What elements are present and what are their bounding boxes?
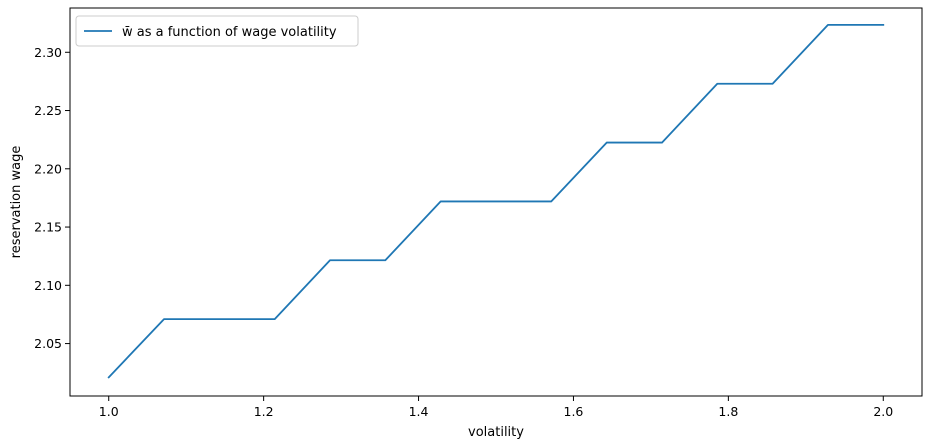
x-tick-label: 1.4	[409, 404, 429, 419]
x-tick-label: 1.2	[254, 404, 274, 419]
x-tick-label: 1.6	[564, 404, 584, 419]
legend-frame	[75, 15, 359, 47]
x-axis-label: volatility	[468, 425, 524, 440]
x-tick-label: 2.0	[873, 404, 893, 419]
axes-frame	[69, 7, 923, 397]
y-tick-label: 2.30	[34, 45, 62, 60]
x-tick-label: 1.0	[99, 404, 119, 419]
y-tick-label: 2.10	[34, 278, 62, 293]
y-tick-label: 2.20	[34, 161, 62, 176]
legend-entry-label: w̄ as a function of wage volatility	[122, 25, 337, 40]
x-tick-label: 1.8	[718, 404, 738, 419]
y-tick-label: 2.15	[34, 220, 62, 235]
y-tick-label: 2.25	[34, 103, 62, 118]
series-line-0	[107, 23, 885, 379]
y-axis-label: reservation wage	[9, 146, 24, 259]
y-tick-label: 2.05	[34, 336, 62, 351]
legend: w̄ as a function of wage volatility	[75, 15, 359, 47]
